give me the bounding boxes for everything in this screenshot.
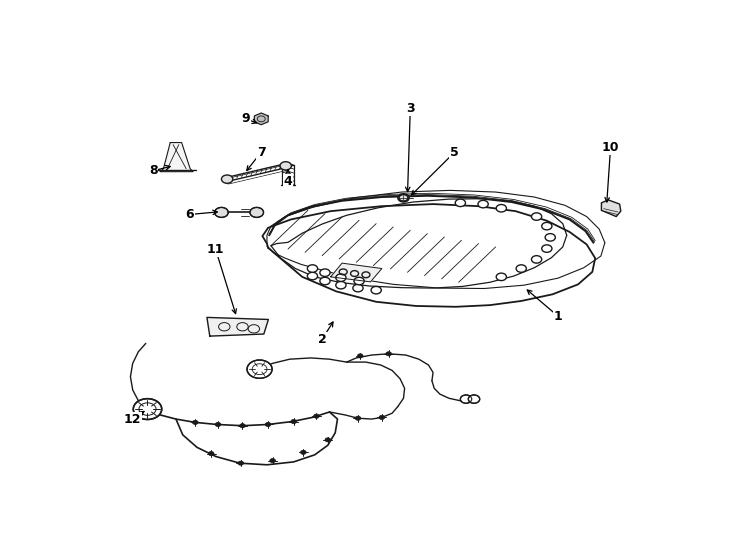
Circle shape xyxy=(531,255,542,263)
Circle shape xyxy=(208,451,214,456)
Circle shape xyxy=(496,273,506,281)
Circle shape xyxy=(192,420,198,424)
Text: 4: 4 xyxy=(283,175,292,188)
Polygon shape xyxy=(207,318,269,336)
Circle shape xyxy=(355,416,361,420)
Circle shape xyxy=(335,274,346,281)
Circle shape xyxy=(357,354,363,358)
Polygon shape xyxy=(160,143,193,172)
Text: 9: 9 xyxy=(241,112,250,125)
Circle shape xyxy=(516,265,526,272)
Circle shape xyxy=(353,285,363,292)
Polygon shape xyxy=(262,204,595,307)
Text: 5: 5 xyxy=(450,146,459,159)
Circle shape xyxy=(399,194,408,201)
Circle shape xyxy=(215,422,221,427)
Text: 2: 2 xyxy=(318,333,327,346)
Circle shape xyxy=(270,458,275,463)
Circle shape xyxy=(280,161,291,170)
Text: 7: 7 xyxy=(257,146,266,159)
Circle shape xyxy=(542,245,552,252)
Circle shape xyxy=(545,234,556,241)
Circle shape xyxy=(496,205,506,212)
Text: 8: 8 xyxy=(149,164,158,177)
Circle shape xyxy=(313,414,319,418)
Circle shape xyxy=(468,395,480,403)
Circle shape xyxy=(371,286,381,294)
Circle shape xyxy=(531,213,542,220)
Circle shape xyxy=(320,269,330,276)
Circle shape xyxy=(386,352,391,356)
Circle shape xyxy=(320,277,330,285)
Circle shape xyxy=(238,461,244,465)
Circle shape xyxy=(398,194,409,202)
Circle shape xyxy=(247,360,272,379)
Text: 6: 6 xyxy=(185,208,194,221)
Circle shape xyxy=(308,265,318,272)
Text: 12: 12 xyxy=(124,413,142,426)
Circle shape xyxy=(214,207,228,218)
Circle shape xyxy=(335,281,346,289)
Text: 3: 3 xyxy=(406,102,415,115)
Text: 10: 10 xyxy=(602,141,619,154)
Circle shape xyxy=(291,420,297,424)
Circle shape xyxy=(134,399,161,420)
Circle shape xyxy=(542,222,552,230)
Circle shape xyxy=(460,395,472,403)
Polygon shape xyxy=(601,200,621,217)
Circle shape xyxy=(379,415,385,420)
Circle shape xyxy=(455,199,465,207)
Circle shape xyxy=(265,422,271,427)
Circle shape xyxy=(354,277,364,285)
Polygon shape xyxy=(330,263,382,282)
Circle shape xyxy=(308,272,318,280)
Circle shape xyxy=(325,438,330,442)
Circle shape xyxy=(222,175,233,183)
Text: 1: 1 xyxy=(554,310,562,323)
Circle shape xyxy=(300,450,306,454)
Circle shape xyxy=(250,207,264,218)
Circle shape xyxy=(478,200,488,208)
Polygon shape xyxy=(255,113,268,125)
Text: 11: 11 xyxy=(207,244,225,256)
Circle shape xyxy=(240,424,245,428)
